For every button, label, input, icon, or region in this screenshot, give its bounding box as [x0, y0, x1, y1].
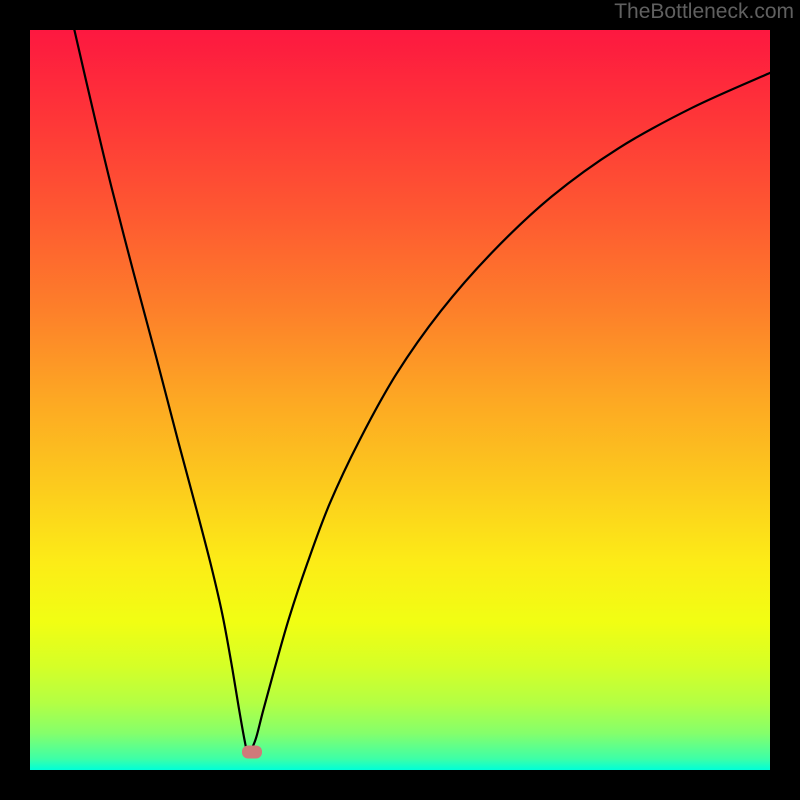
- plot-area: [30, 30, 770, 770]
- bottleneck-curve: [30, 30, 770, 770]
- chart-frame: TheBottleneck.com: [0, 0, 800, 800]
- watermark-text: TheBottleneck.com: [614, 0, 794, 24]
- optimum-marker: [242, 745, 262, 758]
